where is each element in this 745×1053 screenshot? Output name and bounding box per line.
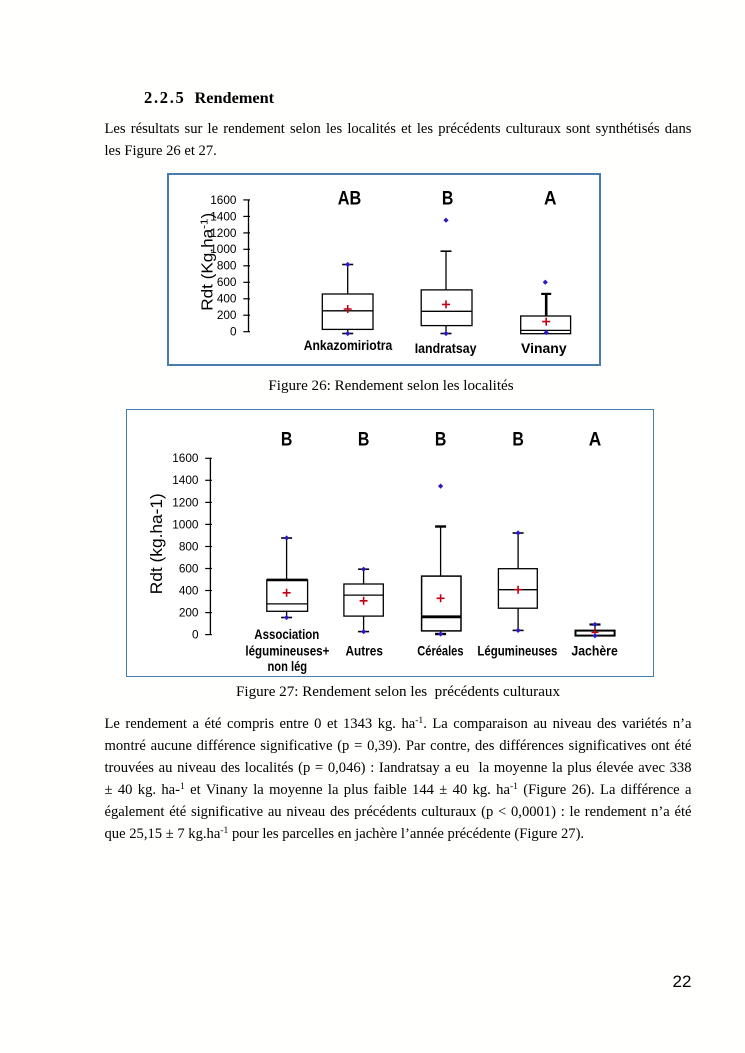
svg-text:400: 400 — [217, 292, 237, 306]
svg-text:400: 400 — [179, 583, 199, 597]
svg-text:A: A — [589, 428, 602, 450]
svg-text:Rdt (Kg.ha-1): Rdt (Kg.ha-1) — [199, 213, 217, 311]
svg-text:200: 200 — [179, 606, 199, 620]
svg-text:1400: 1400 — [210, 209, 237, 223]
svg-text:1600: 1600 — [210, 193, 237, 207]
svg-text:1400: 1400 — [172, 473, 199, 487]
svg-text:1600: 1600 — [172, 451, 199, 465]
svg-text:1200: 1200 — [172, 495, 199, 509]
svg-text:Vinany: Vinany — [521, 341, 567, 356]
svg-text:légumineuses+: légumineuses+ — [245, 643, 329, 658]
svg-text:Iandratsay: Iandratsay — [415, 341, 477, 356]
svg-text:200: 200 — [217, 308, 237, 322]
svg-text:0: 0 — [230, 325, 237, 339]
svg-text:800: 800 — [217, 259, 237, 273]
svg-text:AB: AB — [338, 188, 362, 210]
svg-text:600: 600 — [179, 561, 199, 575]
svg-text:Légumineuses: Légumineuses — [477, 643, 557, 658]
svg-text:Rdt (kg.ha-1): Rdt (kg.ha-1) — [148, 493, 166, 594]
svg-text:Association: Association — [254, 627, 319, 642]
svg-text:B: B — [281, 428, 293, 450]
svg-text:800: 800 — [179, 539, 199, 553]
svg-text:1000: 1000 — [172, 517, 199, 531]
svg-text:0: 0 — [192, 628, 199, 642]
svg-text:A: A — [544, 188, 557, 210]
svg-text:B: B — [358, 428, 370, 450]
svg-text:Jachère: Jachère — [571, 643, 618, 658]
svg-text:1000: 1000 — [210, 242, 237, 256]
svg-text:B: B — [512, 428, 524, 450]
svg-text:1200: 1200 — [210, 226, 237, 240]
svg-text:non lég: non lég — [268, 659, 308, 674]
svg-text:Autres: Autres — [346, 643, 383, 658]
svg-text:Ankazomiriotra: Ankazomiriotra — [304, 338, 393, 353]
svg-text:B: B — [442, 188, 454, 210]
svg-text:600: 600 — [217, 275, 237, 289]
svg-text:B: B — [435, 428, 447, 450]
svg-text:Céréales: Céréales — [417, 643, 463, 658]
